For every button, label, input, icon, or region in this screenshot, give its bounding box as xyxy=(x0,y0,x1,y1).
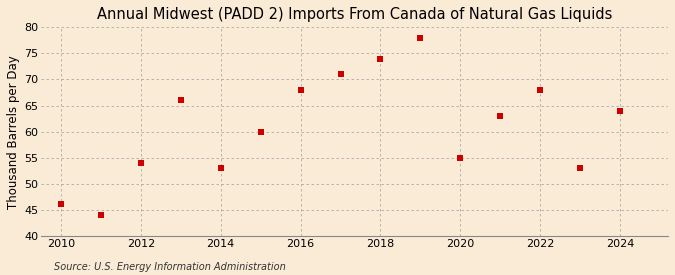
Point xyxy=(415,35,426,40)
Point xyxy=(335,72,346,76)
Point xyxy=(215,166,226,170)
Point xyxy=(535,88,545,92)
Point xyxy=(255,130,266,134)
Point xyxy=(615,109,626,113)
Y-axis label: Thousand Barrels per Day: Thousand Barrels per Day xyxy=(7,55,20,208)
Point xyxy=(136,161,146,165)
Point xyxy=(55,202,66,206)
Point xyxy=(176,98,186,103)
Point xyxy=(295,88,306,92)
Title: Annual Midwest (PADD 2) Imports From Canada of Natural Gas Liquids: Annual Midwest (PADD 2) Imports From Can… xyxy=(97,7,612,22)
Point xyxy=(455,156,466,160)
Point xyxy=(575,166,586,170)
Point xyxy=(96,213,107,217)
Point xyxy=(495,114,506,118)
Text: Source: U.S. Energy Information Administration: Source: U.S. Energy Information Administ… xyxy=(54,262,286,272)
Point xyxy=(375,56,386,61)
